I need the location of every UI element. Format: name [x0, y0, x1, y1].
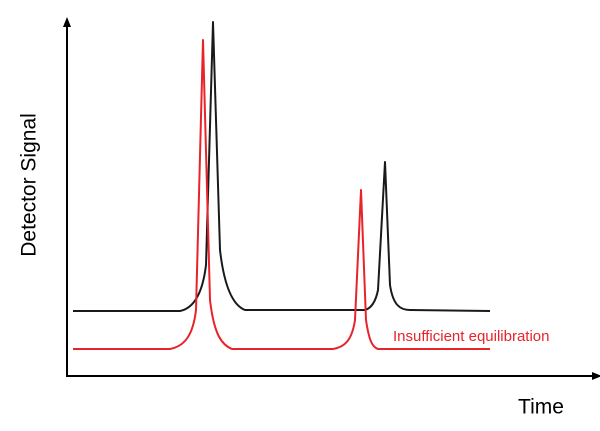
- annotation: Insufficient equilibration: [393, 328, 550, 345]
- x-axis-label: Time: [518, 396, 564, 419]
- y-axis-label: Detector Signal: [18, 113, 41, 257]
- unequilibrated-trace: [73, 39, 490, 350]
- equilibrated-trace: [73, 21, 491, 312]
